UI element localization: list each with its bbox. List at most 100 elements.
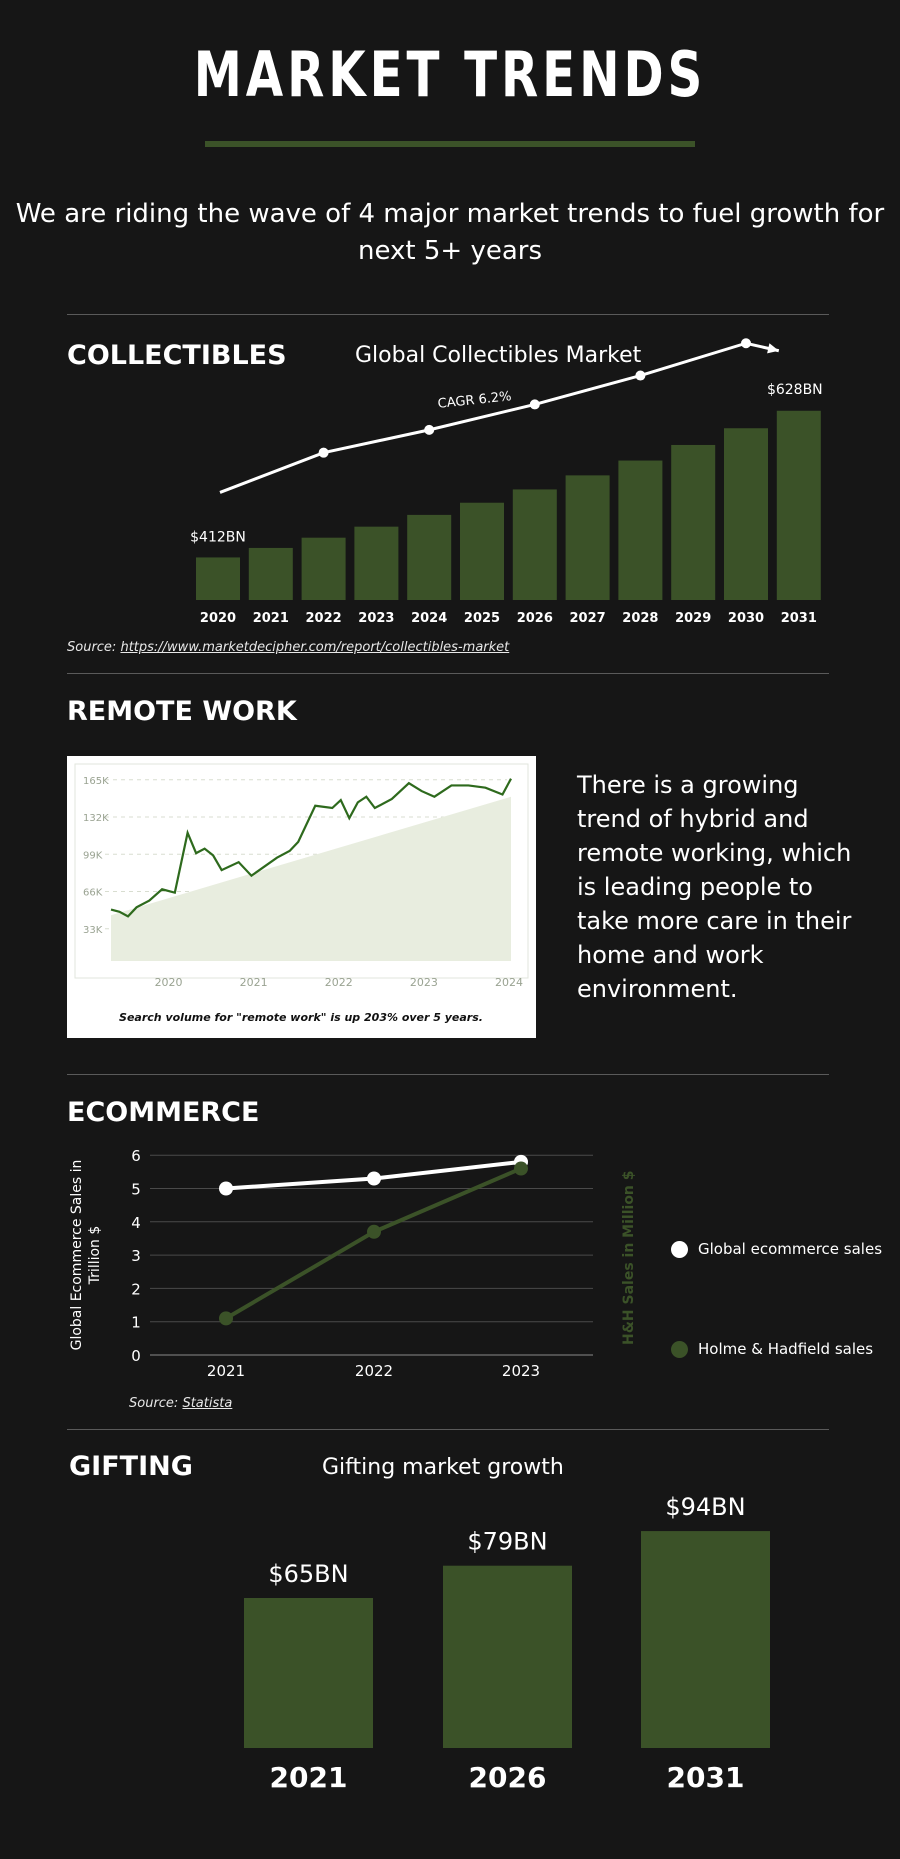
ecommerce-series-line <box>224 1166 522 1321</box>
collectibles-trend-point <box>741 338 751 349</box>
remote-y-tick-label: 165K <box>83 776 109 787</box>
gifting-bar <box>641 1531 770 1748</box>
remote-y-tick-label: 33K <box>83 925 103 936</box>
section-title-remote-work: REMOTE WORK <box>67 696 297 727</box>
gifting-value-label: $94BN <box>665 1493 745 1521</box>
remote-y-tick-label: 132K <box>83 813 109 824</box>
ecommerce-y-tick-label: 2 <box>131 1280 141 1298</box>
section-title-collectibles: COLLECTIBLES <box>67 340 287 371</box>
gifting-chart: $65BN 2021 $79BN 2026 $94BN 2031 <box>244 1493 770 1794</box>
legend-label-hh: Holme & Hadfield sales <box>698 1340 874 1358</box>
gifting-value-label: $65BN <box>268 1560 348 1588</box>
collectibles-bar <box>512 489 557 600</box>
ecommerce-source-link[interactable]: Statista <box>182 1396 233 1411</box>
remote-plot-frame <box>74 763 529 979</box>
collectibles-x-tick-label: 2031 <box>781 611 817 626</box>
collectibles-source: Source: https://www.marketdecipher.com/r… <box>67 640 509 655</box>
collectibles-x-tick-label: 2030 <box>728 611 764 626</box>
ecommerce-source: Source: Statista <box>129 1396 232 1411</box>
remote-work-chart: 165K 132K 99K 66K 33K 2020 2021 2022 2023 2024 Sea… <box>74 763 529 1024</box>
collectibles-x-tick-label: 2029 <box>675 611 711 626</box>
collectibles-chart: 2020 2021 2022 2023 2024 2025 2026 2027 2028 2029… <box>190 338 823 626</box>
collectibles-x-tick-label: 2023 <box>358 611 394 626</box>
collectibles-bar <box>776 410 821 600</box>
remote-x-tick-label: 2021 <box>240 976 268 989</box>
collectibles-bar <box>196 557 240 600</box>
ecommerce-y-tick-label: 4 <box>131 1214 141 1232</box>
collectibles-bar <box>301 537 346 600</box>
legend-label-global: Global ecommerce sales <box>698 1240 883 1258</box>
collectibles-last-value-label: $628BN <box>767 382 823 398</box>
ecommerce-x-tick-label: 2023 <box>502 1362 540 1380</box>
collectibles-x-tick-label: 2021 <box>253 611 289 626</box>
ecommerce-y-tick-label: 1 <box>131 1314 141 1332</box>
collectibles-first-value-label: $412BN <box>190 529 246 545</box>
ecommerce-y-tick-label: 5 <box>131 1181 141 1199</box>
collectibles-trend-point <box>635 370 646 381</box>
legend-marker-global <box>671 1241 688 1258</box>
page-subtitle: We are riding the wave of 4 major market… <box>15 199 885 266</box>
collectibles-x-tick-label: 2026 <box>517 611 553 626</box>
collectibles-bar <box>407 514 452 600</box>
collectibles-trend-point <box>318 447 329 458</box>
gifting-bar <box>443 1565 572 1748</box>
remote-series-line <box>110 778 512 918</box>
collectibles-bar <box>354 526 399 600</box>
collectibles-trend-point <box>529 399 540 410</box>
collectibles-bar <box>460 502 504 600</box>
gifting-x-tick-label: 2031 <box>667 1761 745 1794</box>
collectibles-x-tick-label: 2024 <box>411 611 447 626</box>
ecommerce-y-tick-label: 6 <box>131 1147 141 1165</box>
collectibles-bar <box>724 428 768 600</box>
remote-y-tick-label: 99K <box>83 850 103 861</box>
collectibles-bar <box>671 444 716 600</box>
gifting-x-tick-label: 2021 <box>270 1761 348 1794</box>
gifting-value-label: $79BN <box>467 1528 547 1556</box>
ecommerce-y-tick-label: 3 <box>131 1247 141 1265</box>
remote-x-tick-label: 2023 <box>410 976 438 989</box>
divider <box>67 673 829 674</box>
source-prefix: Source: <box>67 640 121 655</box>
gifting-chart-title: Gifting market growth <box>322 1455 564 1480</box>
divider <box>67 1074 829 1075</box>
ecommerce-chart: 0 1 2 3 4 5 6 2021 2022 2023 <box>131 1147 593 1380</box>
gifting-bar <box>244 1598 373 1748</box>
collectibles-x-tick-label: 2020 <box>200 611 236 626</box>
collectibles-bar <box>248 547 293 600</box>
source-prefix: Source: <box>129 1396 183 1411</box>
collectibles-source-link[interactable]: https://www.marketdecipher.com/report/co… <box>120 640 510 655</box>
page-title: MARKET TRENDS <box>193 38 707 111</box>
divider <box>67 1429 829 1430</box>
remote-y-tick-label: 66K <box>83 888 103 899</box>
remote-work-description: There is a growing trend of hybrid and r… <box>577 771 852 1003</box>
ecommerce-y-axis-label: Global Ecommerce Sales in Trillion $ <box>69 1159 103 1351</box>
title-underline <box>205 141 695 147</box>
ecommerce-x-tick-label: 2022 <box>355 1362 393 1380</box>
gifting-x-tick-label: 2026 <box>469 1761 547 1794</box>
ecommerce-series-point <box>219 1181 233 1196</box>
section-title-gifting: GIFTING <box>69 1451 193 1482</box>
collectibles-trend-point <box>424 424 435 435</box>
remote-x-tick-label: 2020 <box>155 976 183 989</box>
collectibles-cagr-annotation: CAGR 6.2% <box>437 389 512 412</box>
collectibles-bar <box>565 475 610 600</box>
collectibles-x-tick-label: 2028 <box>622 611 658 626</box>
remote-trend-area <box>111 796 511 961</box>
collectibles-x-tick-label: 2022 <box>306 611 342 626</box>
ecommerce-x-tick-label: 2021 <box>207 1362 245 1380</box>
remote-chart-caption: Search volume for "remote work" is up 20… <box>119 1011 483 1024</box>
remote-work-chart-panel: 165K 132K 99K 66K 33K 2020 2021 2022 2023 2024 Sea… <box>67 756 536 1038</box>
remote-x-tick-label: 2024 <box>495 976 523 989</box>
ecommerce-right-axis-label: H&H Sales in Million $ <box>621 1170 637 1345</box>
ecommerce-series-point <box>367 1224 381 1239</box>
section-title-ecommerce: ECOMMERCE <box>67 1097 260 1128</box>
divider <box>67 314 829 315</box>
collectibles-trend-arrowhead <box>767 343 779 354</box>
collectibles-chart-title: Global Collectibles Market <box>355 343 642 368</box>
collectibles-bar <box>618 460 663 600</box>
legend-marker-hh <box>671 1341 688 1358</box>
ecommerce-series-point <box>219 1311 233 1326</box>
ecommerce-y-tick-label: 0 <box>131 1347 141 1365</box>
ecommerce-series-point <box>514 1161 528 1176</box>
